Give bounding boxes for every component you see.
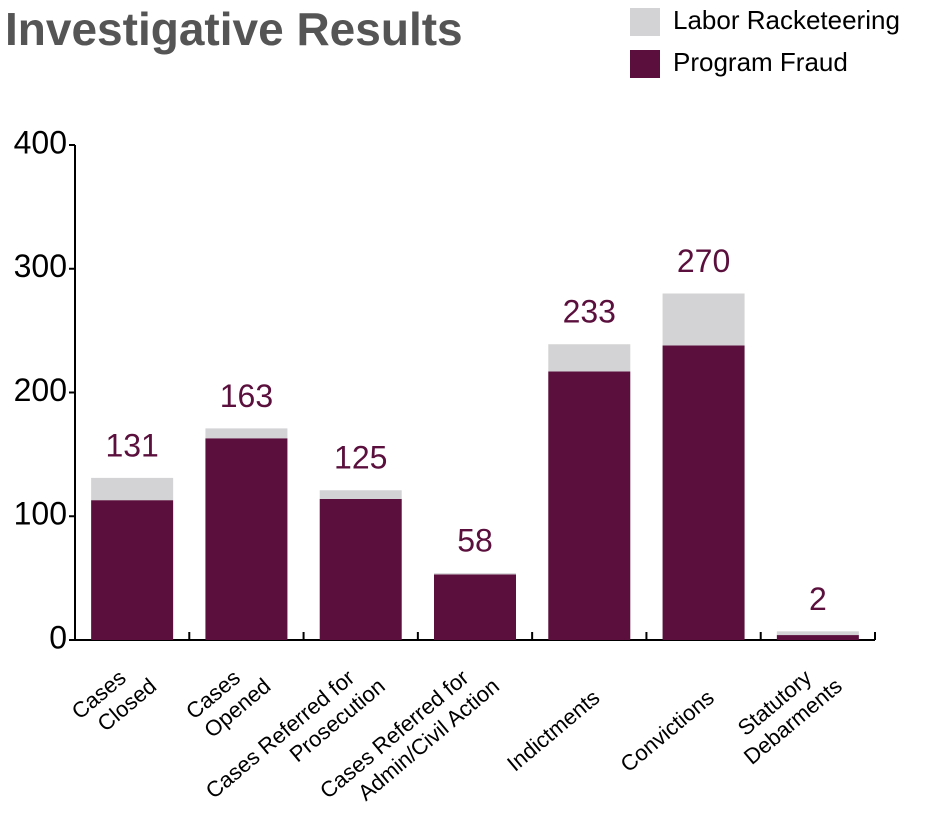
total-label: 2 — [809, 581, 827, 617]
bar — [662, 345, 745, 640]
total-label: 125 — [334, 440, 387, 476]
y-tick-label: 100 — [14, 496, 67, 532]
x-tick-label: Indictments — [502, 685, 604, 776]
total-label: 58 — [457, 523, 493, 559]
legend-label: Program Fraud — [673, 47, 848, 77]
bar — [548, 371, 631, 640]
bar — [319, 490, 402, 499]
total-label: 131 — [105, 427, 158, 463]
bar — [662, 293, 745, 346]
bar — [91, 500, 174, 640]
y-tick-label: 0 — [49, 619, 67, 655]
legend-swatch — [630, 50, 660, 78]
legend-label: Labor Racketeering — [673, 5, 900, 35]
total-label: 233 — [563, 294, 616, 330]
chart-title: Investigative Results — [5, 3, 463, 55]
bar — [434, 573, 516, 575]
x-tick-label-group: Convictions — [616, 685, 719, 777]
bar — [205, 438, 288, 640]
bar — [205, 428, 288, 439]
bar — [319, 498, 402, 640]
total-label: 270 — [677, 243, 730, 279]
y-tick-label: 400 — [14, 124, 67, 160]
x-tick-label-group: Indictments — [502, 685, 604, 776]
x-tick-label: Convictions — [616, 685, 719, 777]
bar — [776, 631, 859, 636]
legend-swatch — [630, 8, 660, 36]
y-tick-label: 300 — [14, 248, 67, 284]
total-label: 163 — [220, 378, 273, 414]
bar — [548, 344, 631, 372]
bar — [91, 477, 174, 501]
bar — [776, 635, 859, 640]
y-tick-label: 200 — [14, 372, 67, 408]
bar — [434, 574, 516, 640]
